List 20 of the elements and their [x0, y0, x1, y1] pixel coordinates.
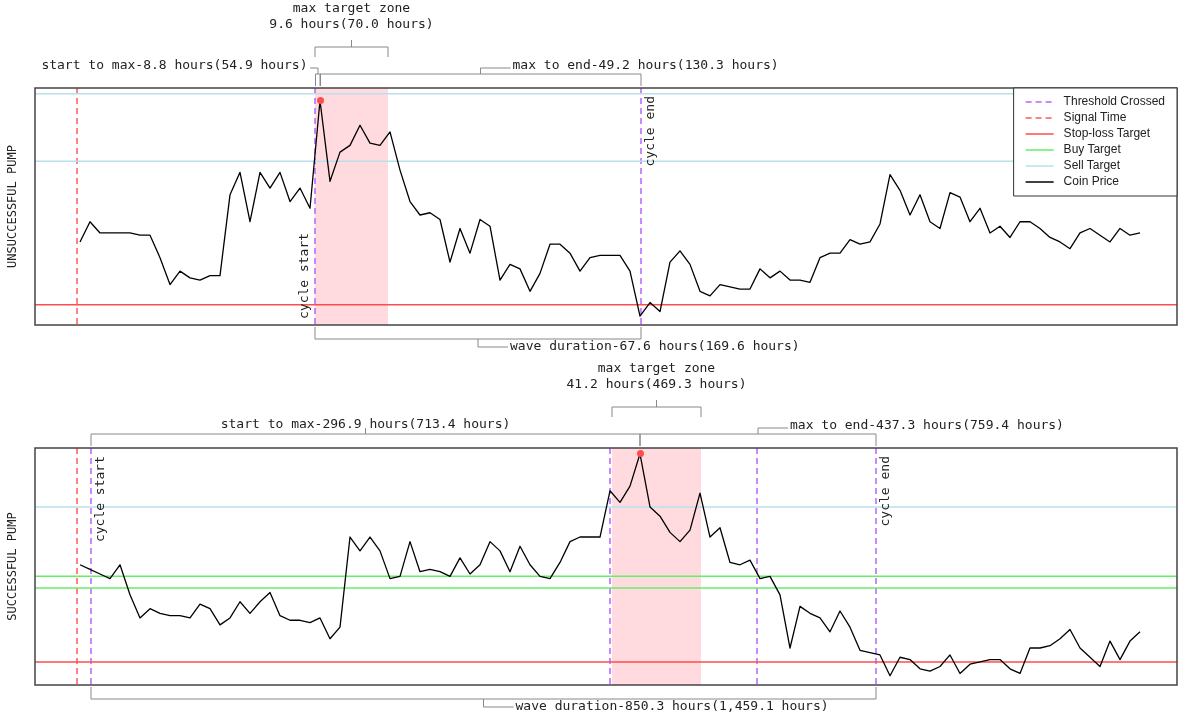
text: max target zone 9.6 hours(70.0 hours): [269, 0, 434, 32]
text: wave duration-850.3 hours(1,459.1 hours): [515, 698, 829, 714]
annotation: cycle start: [296, 232, 312, 319]
text: max to end-49.2 hours(130.3 hours): [512, 57, 779, 73]
text: Threshold Crossed: [1063, 94, 1166, 109]
text: start to max-8.8 hours(54.9 hours): [41, 57, 308, 73]
text: max to end-437.3 hours(759.4 hours): [790, 417, 1064, 433]
annotation: cycle start: [92, 456, 108, 543]
y-axis-title: SUCCESSFUL PUMP: [5, 512, 20, 621]
legend-label: Coin Price: [1063, 174, 1120, 189]
text: start to max-296.9 hours(713.4 hours): [220, 416, 511, 432]
text: Buy Target: [1063, 142, 1121, 157]
annotation: cycle end: [642, 96, 658, 167]
annotation: cycle end: [877, 456, 893, 527]
text: Signal Time: [1063, 110, 1127, 125]
y-axis-title: UNSUCCESSFUL PUMP: [5, 145, 20, 268]
legend-label: Stop-loss Target: [1063, 126, 1151, 141]
text: wave duration-67.6 hours(169.6 hours): [510, 338, 800, 354]
text: max target zone 41.2 hours(469.3 hours): [566, 360, 747, 392]
legend-label: Sell Target: [1063, 158, 1121, 173]
